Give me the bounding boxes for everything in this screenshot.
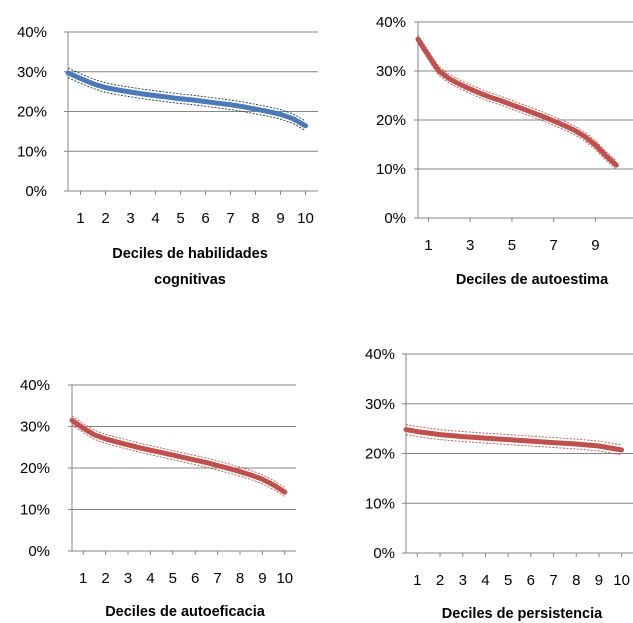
x-tick-label: 10 (297, 210, 314, 227)
x-axis-title-line-2: cognitivas (154, 272, 226, 288)
x-tick-label: 10 (276, 570, 293, 587)
y-tick-label: 20% (17, 104, 47, 121)
x-tick-label: 7 (226, 210, 234, 227)
chart-panel-persistencia: Deciles de persistencia (442, 606, 603, 622)
x-tick-label: 8 (572, 572, 580, 589)
x-tick-label: 8 (251, 210, 259, 227)
x-tick-label: 4 (481, 572, 489, 589)
y-tick-label: 0% (384, 210, 406, 227)
x-tick-label: 3 (124, 570, 132, 587)
chart-2-plot: 0% 10% 20% 30% 40% 1 3 5 7 9 (376, 14, 633, 254)
x-tick-label: 9 (591, 237, 599, 254)
y-tick-label: 40% (17, 24, 47, 41)
chart-panel-autoestima: Deciles de autoestima (456, 272, 609, 288)
confidence-lower-line (67, 77, 306, 131)
chart-panel-autoeficacia: Deciles de autoeficacia (105, 604, 266, 620)
chart-4-plot: 0% 10% 20% 30% 40% 1 2 3 4 5 6 7 8 9 10 (365, 346, 633, 589)
x-tick-label: 1 (413, 572, 421, 589)
confidence-upper-line (71, 415, 286, 488)
x-tick-label: 4 (146, 570, 154, 587)
x-tick-label: 1 (76, 210, 84, 227)
x-tick-label: 1 (79, 570, 87, 587)
confidence-lower-line (405, 434, 622, 456)
x-tick-label: 4 (151, 210, 159, 227)
series-line (65, 70, 308, 129)
x-tick-label: 2 (101, 210, 109, 227)
y-tick-label: 10% (365, 495, 395, 512)
x-tick-label: 3 (466, 237, 474, 254)
chart-panel-habilidades-cognitivas: Deciles de habilidades cognitivas (112, 246, 268, 288)
y-tick-label: 30% (20, 419, 50, 436)
x-tick-label: 2 (101, 570, 109, 587)
y-tick-label: 30% (17, 64, 47, 81)
x-tick-label: 2 (436, 572, 444, 589)
confidence-upper-line (417, 34, 617, 162)
y-tick-label: 40% (365, 346, 395, 363)
chart-3-plot: 0% 10% 20% 30% 40% 1 2 3 4 5 6 7 8 9 10 (20, 377, 296, 587)
x-tick-label: 6 (201, 210, 209, 227)
y-tick-label: 10% (20, 502, 50, 519)
y-tick-label: 20% (365, 446, 395, 463)
x-tick-label: 9 (595, 572, 603, 589)
x-axis-title: Deciles de autoeficacia (105, 604, 266, 620)
x-tick-label: 10 (613, 572, 630, 589)
y-tick-label: 20% (376, 112, 406, 129)
x-tick-label: 8 (236, 570, 244, 587)
x-tick-label: 3 (459, 572, 467, 589)
x-axis-title-line-1: Deciles de habilidades (112, 246, 268, 262)
x-tick-label: 5 (508, 237, 516, 254)
y-tick-label: 0% (28, 543, 50, 560)
confidence-upper-line (67, 67, 306, 122)
series-line (403, 427, 625, 453)
y-tick-label: 0% (373, 545, 395, 562)
y-tick-label: 30% (376, 63, 406, 80)
confidence-upper-line (405, 424, 622, 446)
x-tick-label: 7 (550, 237, 558, 254)
x-tick-label: 6 (191, 570, 199, 587)
x-tick-label: 9 (276, 210, 284, 227)
y-tick-label: 10% (376, 161, 406, 178)
y-tick-label: 10% (17, 143, 47, 160)
x-tick-label: 9 (258, 570, 266, 587)
y-tick-label: 40% (20, 377, 50, 394)
confidence-lower-line (71, 424, 286, 497)
x-tick-label: 7 (213, 570, 221, 587)
confidence-lower-line (417, 43, 617, 170)
x-tick-label: 1 (424, 237, 432, 254)
x-tick-label: 3 (126, 210, 134, 227)
x-tick-label: 5 (504, 572, 512, 589)
y-tick-label: 0% (25, 183, 47, 200)
y-tick-label: 20% (20, 460, 50, 477)
x-tick-label: 5 (169, 570, 177, 587)
series-line (415, 36, 619, 168)
x-tick-label: 5 (176, 210, 184, 227)
x-tick-label: 7 (549, 572, 557, 589)
chart-1-plot: 0% 10% 20% 30% 40% 1 2 3 4 5 6 7 8 9 10 (17, 24, 318, 227)
x-tick-label: 6 (527, 572, 535, 589)
y-tick-label: 40% (376, 14, 406, 31)
y-tick-label: 30% (365, 396, 395, 413)
x-axis-title: Deciles de autoestima (456, 272, 609, 288)
x-axis-title: Deciles de persistencia (442, 606, 603, 622)
series-line (69, 417, 288, 495)
